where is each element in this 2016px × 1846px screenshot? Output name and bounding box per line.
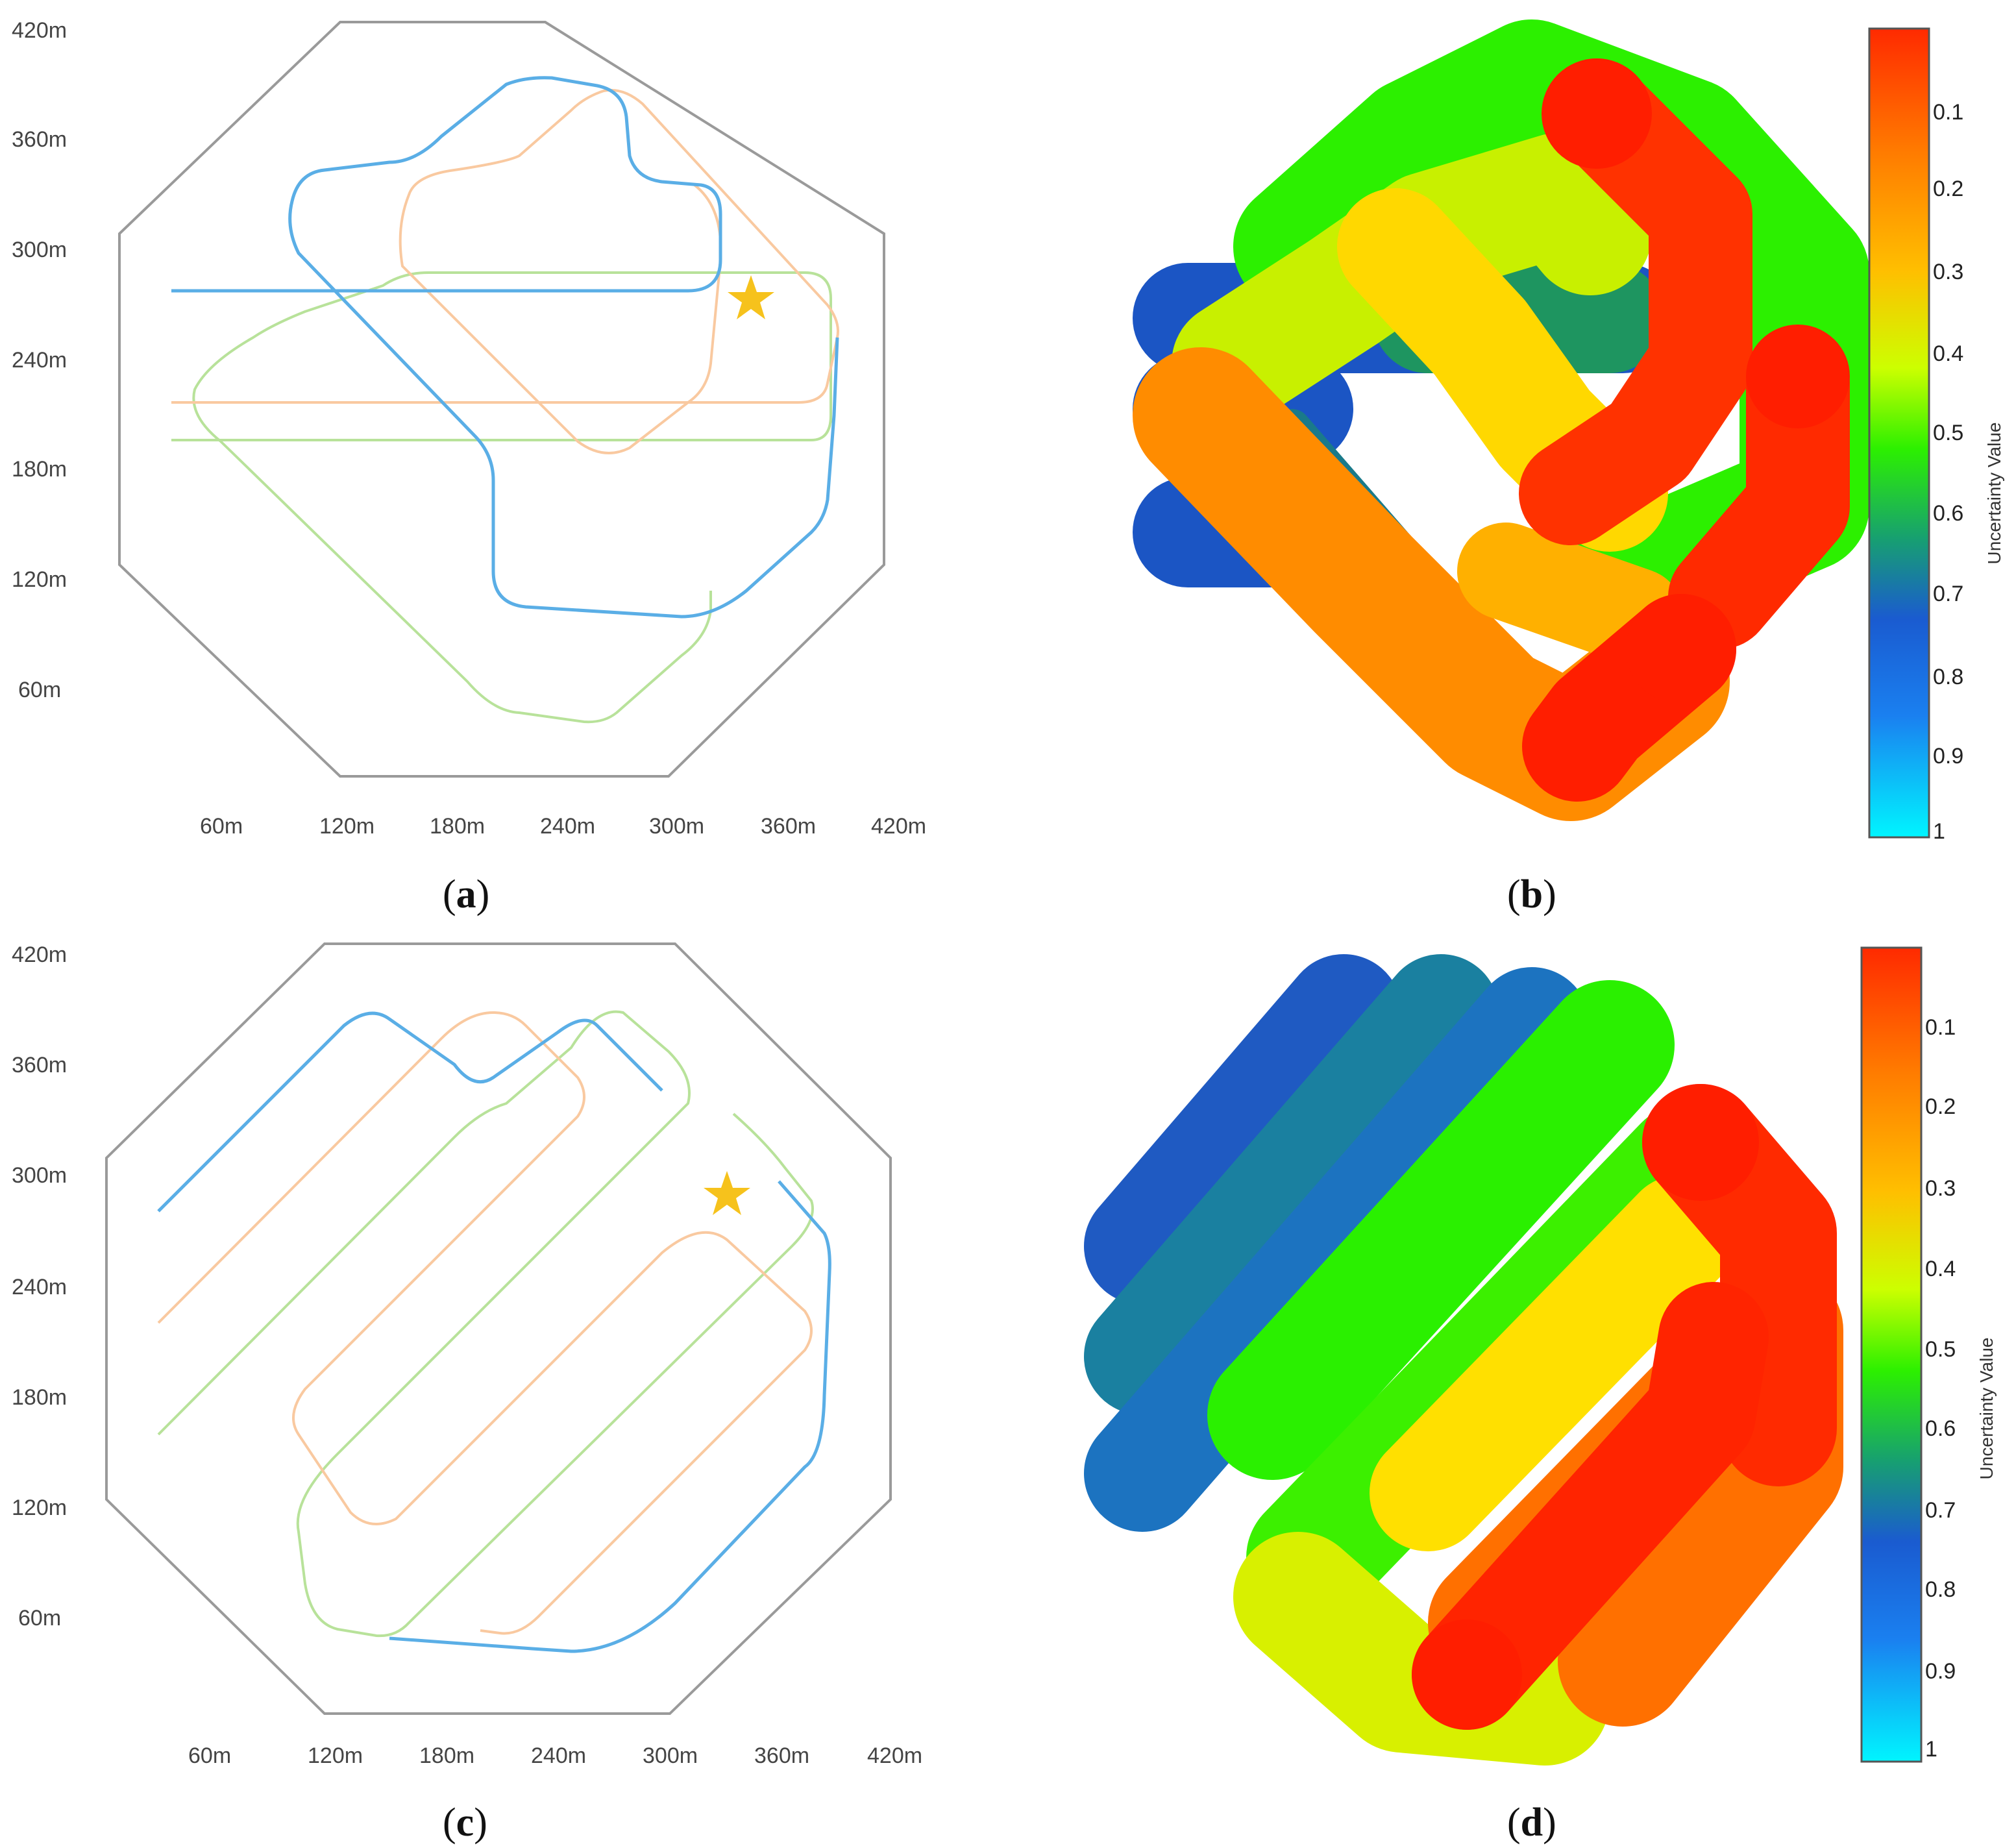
y-tick-label: 360m: [12, 1053, 67, 1077]
flight-path-uav1: [171, 76, 839, 619]
target-star-icon: [704, 1171, 750, 1215]
panel-caption: (b): [1507, 872, 1556, 917]
y-tick-label: 240m: [12, 348, 67, 373]
area-boundary-octagon: [118, 21, 885, 778]
colorbar-tick-label: 0.7: [1933, 582, 1963, 606]
map-end-cap: [1746, 325, 1850, 428]
x-tick-label: 300m: [643, 1743, 698, 1768]
y-tick-label: 60m: [18, 678, 61, 702]
x-tick-label: 180m: [430, 814, 485, 839]
map-band: [1084, 954, 1402, 1305]
flight-path-uav1: [157, 1011, 831, 1653]
y-tick-label: 120m: [12, 1495, 67, 1520]
colorbar-tick-label: 0.3: [1933, 260, 1963, 284]
colorbar-title: Uncertainty Value: [1984, 423, 2004, 565]
colorbar-title: Uncertainty Value: [1976, 1338, 1997, 1480]
colorbar-tick-label: 0.4: [1933, 341, 1963, 366]
flight-path-uav3: [171, 271, 832, 724]
x-tick-label: 240m: [531, 1743, 586, 1768]
map-band: [1412, 1282, 1769, 1730]
x-tick-label: 120m: [319, 814, 375, 839]
y-tick-label: 420m: [12, 942, 67, 967]
colorbar-gradient: [1868, 27, 1930, 839]
map-band: [1084, 954, 1499, 1415]
colorbar-tick-label: 0.6: [1925, 1416, 1956, 1441]
target-star-icon: [728, 275, 774, 319]
x-tick-label: 240m: [540, 814, 595, 839]
panel-a: 420m 360m 300m 240m 180m 120m 60m 60m 12…: [12, 18, 926, 917]
colorbar-tick-label: 0.1: [1933, 100, 1963, 125]
map-end-cap: [1642, 1084, 1759, 1201]
colorbar-tick-label: 0.1: [1925, 1015, 1956, 1040]
x-tick-label: 60m: [200, 814, 243, 839]
y-tick-label: 300m: [12, 1163, 67, 1188]
panel-caption: (d): [1507, 1801, 1556, 1845]
map-end-cap: [1412, 1619, 1522, 1730]
area-boundary-octagon: [105, 942, 892, 1715]
x-tick-label: 60m: [188, 1743, 231, 1768]
colorbar-tick-label: 0.2: [1925, 1094, 1956, 1119]
map-end-cap: [1626, 594, 1736, 704]
colorbar-tick-label: 1: [1933, 819, 1945, 844]
colorbar-gradient: [1860, 946, 1923, 1763]
x-tick-label: 420m: [871, 814, 926, 839]
colorbar-tick-label: 0.4: [1925, 1257, 1956, 1281]
panel-d: 0.1 0.2 0.3 0.4 0.5 0.6 0.7 0.8 0.9 1 Un…: [1084, 946, 1997, 1845]
x-tick-label: 360m: [754, 1743, 809, 1768]
y-tick-label: 180m: [12, 1385, 67, 1410]
uncertainty-map: [1133, 19, 1869, 821]
map-band: [1457, 523, 1684, 665]
uncertainty-map: [1084, 954, 1843, 1766]
colorbar-tick-label: 0.3: [1925, 1176, 1956, 1201]
map-band: [1370, 1175, 1739, 1551]
panel-caption: (c): [443, 1801, 487, 1845]
colorbar-tick-label: 1: [1925, 1737, 1937, 1762]
map-band: [1519, 58, 1752, 545]
x-tick-label: 420m: [867, 1743, 922, 1768]
y-tick-label: 180m: [12, 457, 67, 482]
flight-path-uav3: [157, 1010, 814, 1638]
panel-caption: (a): [443, 872, 489, 917]
x-tick-label: 300m: [649, 814, 704, 839]
y-tick-label: 60m: [18, 1606, 61, 1631]
y-tick-label: 240m: [12, 1275, 67, 1299]
colorbar-tick-label: 0.2: [1933, 177, 1963, 201]
colorbar-tick-label: 0.8: [1925, 1577, 1956, 1602]
flight-path-uav2: [171, 88, 839, 454]
colorbar-tick-label: 0.5: [1925, 1337, 1956, 1362]
colorbar-tick-label: 0.9: [1925, 1659, 1956, 1684]
y-tick-label: 300m: [12, 238, 67, 262]
colorbar-tick-label: 0.8: [1933, 665, 1963, 689]
flight-path-uav2: [157, 1011, 813, 1635]
map-end-cap: [1542, 58, 1652, 169]
panel-b: 0.1 0.2 0.3 0.4 0.5 0.6 0.7 0.8 0.9 1 Un…: [1133, 19, 2004, 917]
y-tick-label: 420m: [12, 18, 67, 43]
y-tick-label: 120m: [12, 567, 67, 592]
map-band: [1207, 980, 1675, 1480]
colorbar: 0.1 0.2 0.3 0.4 0.5 0.6 0.7 0.8 0.9 1 Un…: [1860, 946, 1997, 1763]
panel-c: 420m 360m 300m 240m 180m 120m 60m 60m 12…: [12, 942, 922, 1845]
colorbar-tick-label: 0.5: [1933, 421, 1963, 445]
x-tick-label: 180m: [419, 1743, 474, 1768]
y-tick-label: 360m: [12, 127, 67, 152]
colorbar: 0.1 0.2 0.3 0.4 0.5 0.6 0.7 0.8 0.9 1 Un…: [1868, 27, 2004, 844]
x-tick-label: 120m: [308, 1743, 363, 1768]
x-tick-label: 360m: [761, 814, 816, 839]
colorbar-tick-label: 0.6: [1933, 501, 1963, 526]
colorbar-tick-label: 0.9: [1933, 744, 1963, 769]
colorbar-tick-label: 0.7: [1925, 1498, 1956, 1523]
